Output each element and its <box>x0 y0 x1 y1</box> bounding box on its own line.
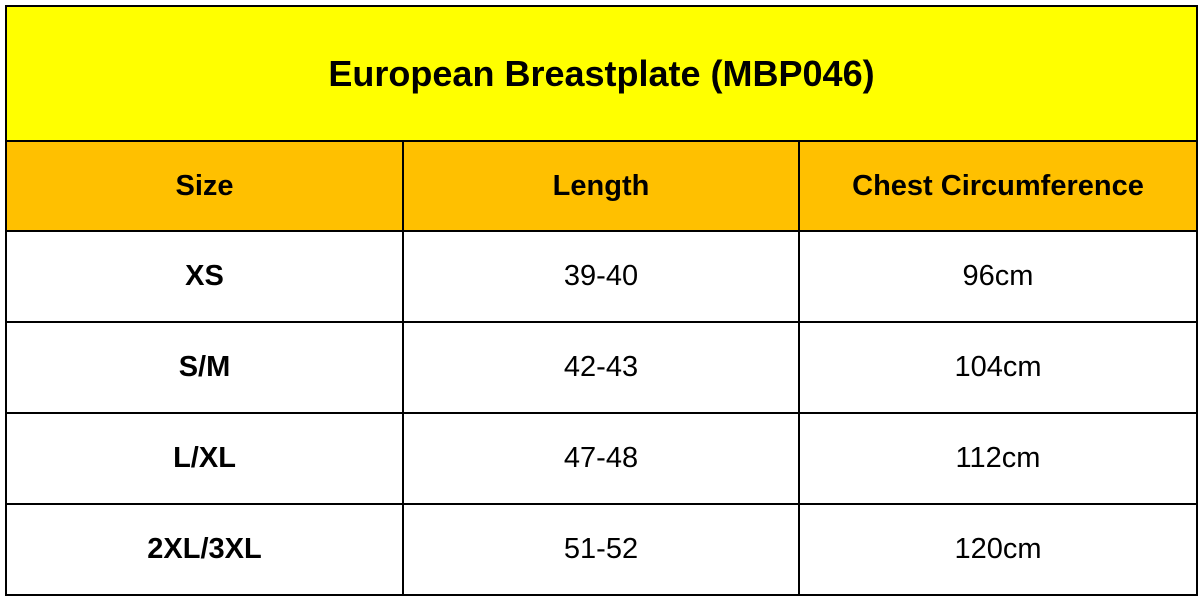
table-cell: 112cm <box>798 412 1198 505</box>
header-row: Size Length Chest Circumference <box>5 140 1198 232</box>
size-table: European Breastplate (MBP046) Size Length… <box>5 5 1198 596</box>
header-cell: Size <box>5 140 404 232</box>
table-row: L/XL 47-48 112cm <box>5 412 1198 505</box>
table-cell: L/XL <box>5 412 404 505</box>
table-row: XS 39-40 96cm <box>5 230 1198 323</box>
table-row: 2XL/3XL 51-52 120cm <box>5 503 1198 596</box>
header-cell: Chest Circumference <box>798 140 1198 232</box>
title-row: European Breastplate (MBP046) <box>5 5 1198 142</box>
header-cell: Length <box>402 140 800 232</box>
table-cell: S/M <box>5 321 404 414</box>
table-cell: 104cm <box>798 321 1198 414</box>
table-cell: 120cm <box>798 503 1198 596</box>
table-body: European Breastplate (MBP046) Size Length… <box>5 5 1198 596</box>
table-row: S/M 42-43 104cm <box>5 321 1198 414</box>
table-cell: 51-52 <box>402 503 800 596</box>
table-title: European Breastplate (MBP046) <box>5 5 1198 142</box>
table-cell: XS <box>5 230 404 323</box>
table-cell: 96cm <box>798 230 1198 323</box>
table-cell: 42-43 <box>402 321 800 414</box>
table-cell: 2XL/3XL <box>5 503 404 596</box>
table-cell: 47-48 <box>402 412 800 505</box>
table-cell: 39-40 <box>402 230 800 323</box>
